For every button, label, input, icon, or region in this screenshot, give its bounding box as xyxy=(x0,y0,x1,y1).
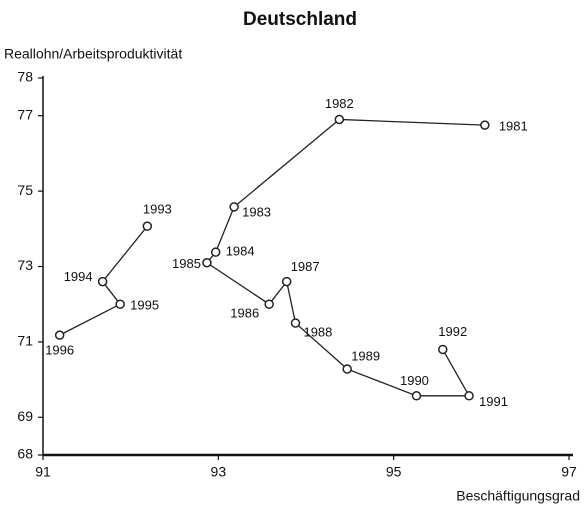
point xyxy=(115,299,125,309)
point xyxy=(97,276,108,287)
point xyxy=(229,202,239,212)
y-tick-label: 68 xyxy=(17,446,33,462)
x-axis-label: Beschäftigungsgrad xyxy=(456,488,580,504)
x-tick-label: 95 xyxy=(386,464,402,480)
point xyxy=(438,344,448,355)
y-tick-label: 75 xyxy=(17,182,33,198)
x-tick-label: 91 xyxy=(35,464,51,480)
point xyxy=(342,364,352,374)
point xyxy=(334,114,345,125)
point-label: 1988 xyxy=(303,324,332,339)
point-label: 1991 xyxy=(479,394,508,409)
point-label: 1989 xyxy=(351,348,380,363)
point-label: 1981 xyxy=(499,119,528,134)
connecting-line xyxy=(59,225,148,336)
point-label: 1984 xyxy=(226,244,255,259)
chart-title: Deutschland xyxy=(243,9,357,30)
point-label: 1992 xyxy=(438,324,467,339)
point-label: 1994 xyxy=(64,269,93,284)
point-label: 1982 xyxy=(325,96,354,111)
point-label: 1985 xyxy=(172,256,201,271)
point xyxy=(290,318,301,328)
point-label: 1995 xyxy=(130,298,159,313)
y-tick-label: 78 xyxy=(17,69,33,85)
point xyxy=(411,391,422,401)
point-label: 1987 xyxy=(291,259,320,274)
point xyxy=(480,120,490,130)
point-label: 1993 xyxy=(143,202,172,217)
y-tick-label: 73 xyxy=(17,257,33,273)
y-tick-label: 77 xyxy=(17,106,33,122)
point xyxy=(210,247,221,257)
point xyxy=(264,299,274,309)
y-axis-label: Reallohn/Arbeitsproduktivität xyxy=(4,46,182,62)
connecting-line xyxy=(205,118,485,397)
point xyxy=(54,330,65,340)
point-label: 1983 xyxy=(242,204,271,219)
point xyxy=(202,257,212,268)
y-tick-label: 69 xyxy=(17,408,33,424)
x-tick-label: 93 xyxy=(211,464,227,480)
point-label: 1990 xyxy=(400,373,429,388)
point-label: 1986 xyxy=(230,306,259,321)
x-tick-label: 97 xyxy=(561,464,577,480)
point xyxy=(142,221,153,231)
point xyxy=(464,391,474,401)
point-label: 1996 xyxy=(45,343,74,358)
y-tick-label: 71 xyxy=(17,333,33,349)
point xyxy=(281,276,292,287)
